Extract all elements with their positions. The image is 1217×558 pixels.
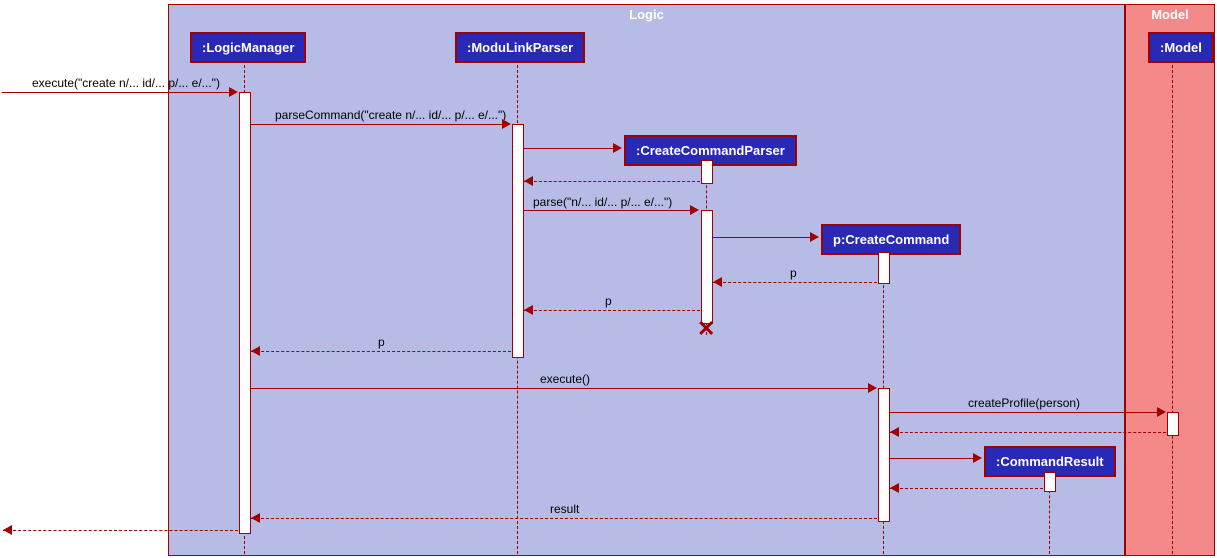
arrow-m3: [523, 210, 693, 211]
destroy-icon: ✕: [697, 316, 715, 342]
create-command-parser-activation-1: [701, 160, 713, 184]
arrowhead-m8: [1157, 407, 1166, 417]
logic-manager-activation: [239, 92, 251, 534]
return-create-cr: [890, 488, 1043, 489]
arrowhead-m2: [502, 119, 511, 129]
arrow-m9: [251, 518, 877, 519]
arrow-final: [3, 530, 238, 531]
arrowhead-m6: [251, 346, 260, 356]
msg-p1: p: [790, 266, 797, 280]
create-command-activation-1: [878, 252, 890, 284]
arrowhead-m3: [690, 205, 699, 215]
model-lifeline: [1172, 60, 1173, 554]
command-result-activation: [1044, 472, 1056, 492]
create-command-activation-2: [878, 388, 890, 522]
msg-create-profile: createProfile(person): [968, 396, 1080, 410]
msg-p2: p: [605, 294, 612, 308]
create-command-box: p:CreateCommand: [821, 224, 961, 255]
arrowhead-return-m8: [890, 427, 899, 437]
msg-execute-in: execute("create n/... id/... p/... e/...…: [32, 76, 220, 90]
arrowhead-return-cr: [890, 483, 899, 493]
model-box: :Model: [1148, 32, 1214, 63]
arrow-m8: [889, 412, 1159, 413]
modulink-parser-box: :ModuLinkParser: [455, 32, 585, 63]
logic-region: Logic: [168, 4, 1125, 556]
arrow-create-cr: [889, 458, 975, 459]
arrowhead-final: [3, 525, 12, 535]
model-region: Model: [1125, 4, 1215, 556]
logic-manager-box: :LogicManager: [190, 32, 306, 63]
arrow-m1: [2, 92, 232, 93]
arrow-m4: [713, 282, 877, 283]
model-activation: [1167, 412, 1179, 436]
return-m8: [890, 432, 1166, 433]
arrowhead-create-cr: [973, 453, 982, 463]
arrow-m2: [250, 124, 505, 125]
sequence-diagram: Logic Model :LogicManager :ModuLinkParse…: [0, 0, 1217, 558]
arrow-create-cc: [712, 237, 812, 238]
arrowhead-return-ccp: [524, 176, 533, 186]
arrowhead-m4: [713, 277, 722, 287]
arrowhead-m7: [868, 383, 877, 393]
msg-execute: execute(): [540, 372, 590, 386]
arrow-m6: [251, 351, 511, 352]
modulink-parser-activation: [512, 124, 524, 358]
arrowhead-m1: [229, 87, 238, 97]
arrow-m5: [524, 310, 700, 311]
model-title: Model: [1126, 7, 1214, 22]
arrowhead-m5: [524, 305, 533, 315]
arrow-m7: [250, 388, 870, 389]
msg-parse-command: parseCommand("create n/... id/... p/... …: [275, 108, 506, 122]
arrowhead-create-ccp: [613, 143, 622, 153]
arrowhead-create-cc: [810, 232, 819, 242]
msg-parse: parse("n/... id/... p/... e/..."): [533, 195, 672, 209]
create-command-parser-activation-2: [701, 210, 713, 324]
arrowhead-m9: [251, 513, 260, 523]
arrow-create-ccp: [523, 148, 616, 149]
msg-result: result: [550, 502, 579, 516]
msg-p3: p: [378, 335, 385, 349]
logic-title: Logic: [169, 7, 1124, 22]
return-create-ccp: [524, 181, 700, 182]
